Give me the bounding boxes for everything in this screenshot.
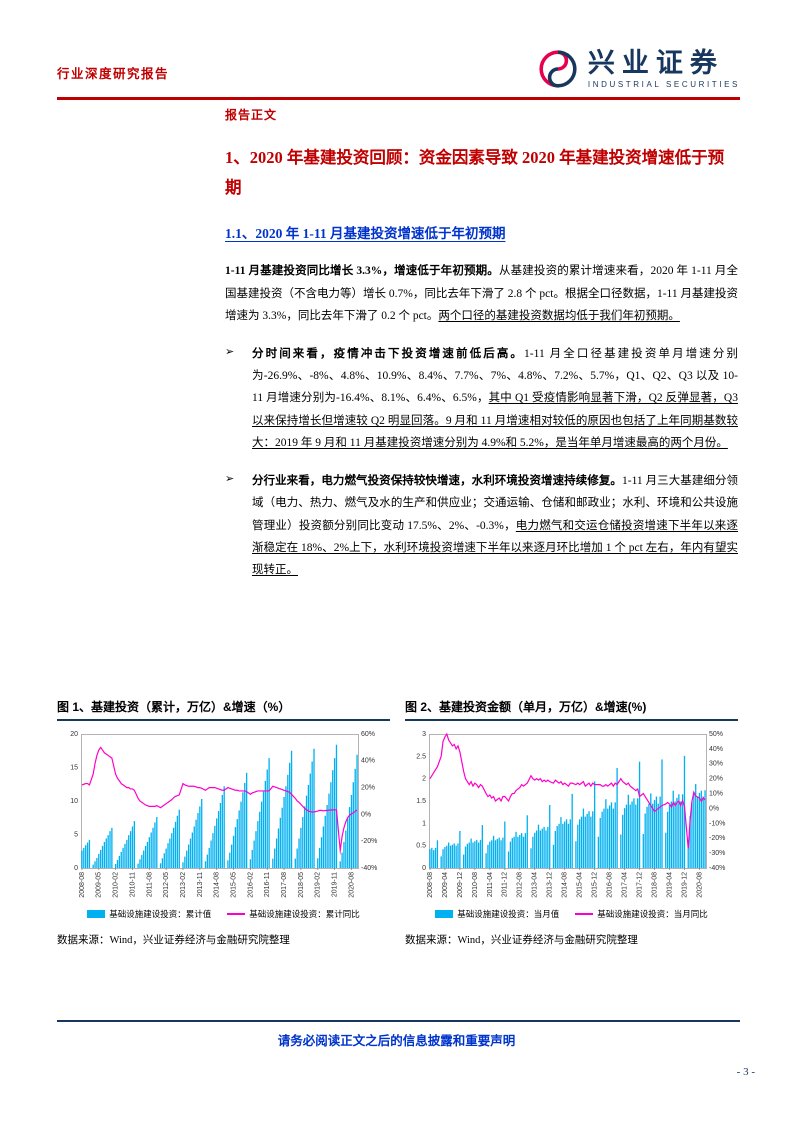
- figure-1-chart: [57, 726, 390, 906]
- bullet-marker: ➢: [225, 345, 235, 358]
- legend-label: 基础设施建设投资：当月同比: [597, 909, 708, 919]
- figure-2-chart: [405, 726, 738, 906]
- figure-2: 图 2、基建投资金额（单月，万亿）&增速(%) 基础设施建设投资：当月值 基础设…: [405, 698, 738, 947]
- legend-label: 基础设施建设投资：当月值: [457, 909, 560, 919]
- figure-1-legend: 基础设施建设投资：累计值 基础设施建设投资：累计同比: [57, 908, 390, 920]
- legend-label: 基础设施建设投资：累计值: [109, 909, 212, 919]
- line-swatch-icon: [575, 913, 594, 915]
- bullet-item-1: ➢ 分时间来看，疫情冲击下投资增速前低后高。1-11 月全口径基建投资单月增速分…: [225, 343, 738, 455]
- subsection-title: 1.1、2020 年 1-11 月基建投资增速低于年初预期: [225, 226, 506, 242]
- bar-swatch-icon: [435, 910, 454, 918]
- paragraph-1: 1-11 月基建投资同比增长 3.3%，增速低于年初预期。从基建投资的累计增速来…: [225, 265, 738, 323]
- legend-label: 基础设施建设投资：累计同比: [249, 909, 360, 919]
- figure-1-title: 图 1、基建投资（累计，万亿）&增速（%）: [57, 698, 390, 721]
- footer-divider: [57, 1020, 740, 1022]
- brand-name-en: INDUSTRIAL SECURITIES: [587, 79, 740, 89]
- figure-2-legend: 基础设施建设投资：当月值 基础设施建设投资：当月同比: [405, 908, 738, 920]
- bullet-marker: ➢: [225, 472, 235, 485]
- bar-swatch-icon: [87, 910, 106, 918]
- figure-2-source: 数据来源：Wind，兴业证券经济与金融研究院整理: [405, 935, 638, 946]
- figures-row: 图 1、基建投资（累计，万亿）&增速（%） 基础设施建设投资：累计值 基础设施建…: [57, 698, 738, 947]
- brand-name-cn: 兴业证券: [587, 48, 724, 79]
- legend-item-bar: 基础设施建设投资：累计值: [87, 908, 211, 920]
- page-header: 行业深度研究报告 兴业证券 INDUSTRIAL SECURITIES: [57, 48, 740, 90]
- figure-2-title: 图 2、基建投资金额（单月，万亿）&增速(%): [405, 698, 738, 721]
- legend-item-bar: 基础设施建设投资：当月值: [435, 908, 559, 920]
- body-section-label: 报告正文: [225, 108, 278, 122]
- bullet-text-1: 分时间来看，疫情冲击下投资增速前低后高。1-11 月全口径基建投资单月增速分别为…: [252, 347, 739, 450]
- report-type-label: 行业深度研究报告: [57, 67, 170, 81]
- page-number: - 3 -: [736, 1066, 755, 1078]
- figure-1-source: 数据来源：Wind，兴业证券经济与金融研究院整理: [57, 935, 290, 946]
- figure-1: 图 1、基建投资（累计，万亿）&增速（%） 基础设施建设投资：累计值 基础设施建…: [57, 698, 390, 947]
- report-body: 报告正文 1、2020 年基建投资回顾：资金因素导致 2020 年基建投资增速低…: [225, 106, 738, 597]
- line-swatch-icon: [227, 913, 246, 915]
- section-title: 1、2020 年基建投资回顾：资金因素导致 2020 年基建投资增速低于预期: [225, 148, 725, 197]
- legend-item-line: 基础设施建设投资：当月同比: [575, 908, 708, 920]
- legend-item-line: 基础设施建设投资：累计同比: [227, 908, 360, 920]
- brand-logo-icon: [539, 50, 577, 88]
- header-divider: [57, 97, 740, 100]
- footer-disclaimer: 请务必阅读正文之后的信息披露和重要声明: [277, 1034, 516, 1048]
- bullet-text-2: 分行业来看，电力燃气投资保持较快增速，水利环境投资增速持续修复。1-11 月三大…: [252, 474, 739, 577]
- bullet-item-2: ➢ 分行业来看，电力燃气投资保持较快增速，水利环境投资增速持续修复。1-11 月…: [225, 470, 738, 582]
- brand-logo: 兴业证券 INDUSTRIAL SECURITIES: [537, 48, 740, 90]
